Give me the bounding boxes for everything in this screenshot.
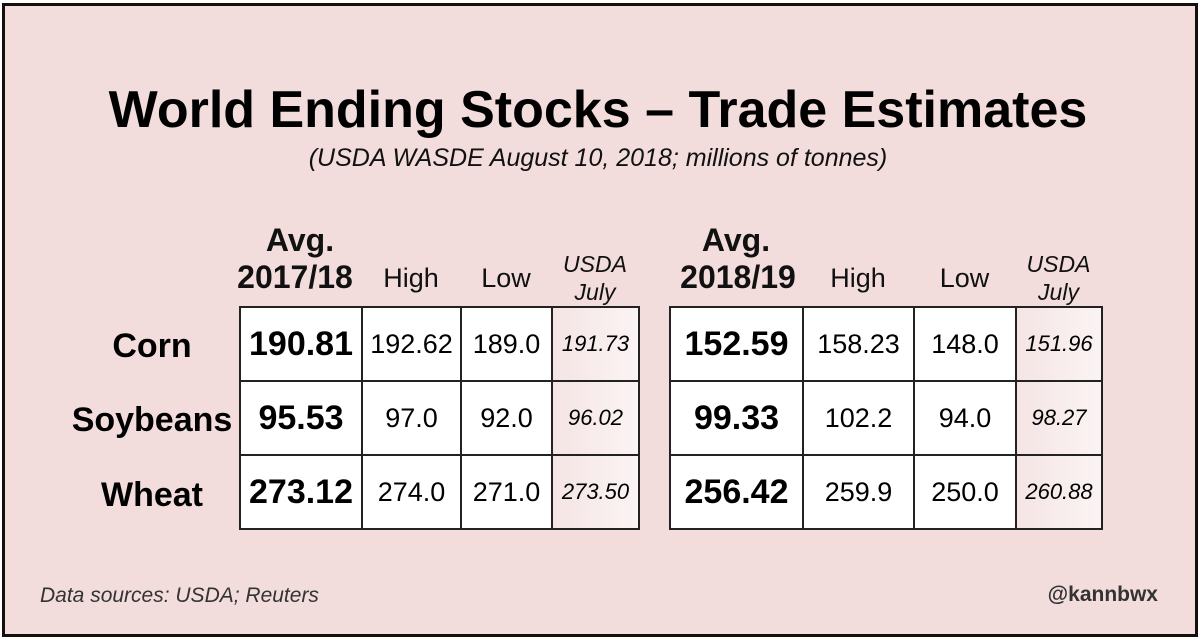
header-usda-july-2018-19: July xyxy=(1038,279,1079,305)
table-row: 190.81 192.62 189.0 191.73 xyxy=(239,306,640,382)
cell-corn-low-2018-19: 148.0 xyxy=(913,306,1017,382)
header-usda-2018-19: USDA xyxy=(1026,251,1091,277)
cell-corn-usda-2017-18: 191.73 xyxy=(551,306,640,382)
cell-soybeans-low-2017-18: 92.0 xyxy=(460,380,553,456)
cell-wheat-low-2018-19: 250.0 xyxy=(913,454,1017,530)
header-usda-2017-18: USDA xyxy=(563,251,627,277)
cell-wheat-high-2017-18: 274.0 xyxy=(361,454,462,530)
header-high-2017-18: High xyxy=(383,263,439,293)
row-label-wheat: Wheat xyxy=(101,476,203,514)
row-label-corn: Corn xyxy=(112,327,192,365)
chart-subtitle: (USDA WASDE August 10, 2018; millions of… xyxy=(308,144,888,172)
cell-wheat-avg-2017-18: 273.12 xyxy=(239,454,363,530)
cell-corn-low-2017-18: 189.0 xyxy=(460,306,553,382)
header-high-2018-19: High xyxy=(830,263,886,293)
cell-corn-high-2018-19: 158.23 xyxy=(802,306,915,382)
cell-wheat-usda-2018-19: 260.88 xyxy=(1015,454,1103,530)
cell-corn-avg-2018-19: 152.59 xyxy=(669,306,804,382)
row-label-soybeans: Soybeans xyxy=(71,401,233,439)
author-handle: @kannbwx xyxy=(1047,583,1158,606)
header-usda-july-2017-18: July xyxy=(574,279,616,305)
table-row: 273.12 274.0 271.0 273.50 xyxy=(239,454,640,530)
cell-soybeans-high-2017-18: 97.0 xyxy=(361,380,462,456)
header-low-2018-19: Low xyxy=(939,263,990,293)
data-source-note: Data sources: USDA; Reuters xyxy=(40,584,319,607)
cell-corn-avg-2017-18: 190.81 xyxy=(239,306,363,382)
cell-soybeans-high-2018-19: 102.2 xyxy=(802,380,915,456)
table-row: 99.33 102.2 94.0 98.27 xyxy=(669,380,1103,456)
table-row: 95.53 97.0 92.0 96.02 xyxy=(239,380,640,456)
header-avg-2018-19-label: Avg. xyxy=(701,222,771,258)
cell-wheat-high-2018-19: 259.9 xyxy=(802,454,915,530)
cell-soybeans-avg-2018-19: 99.33 xyxy=(669,380,804,456)
cell-soybeans-low-2018-19: 94.0 xyxy=(913,380,1017,456)
cell-wheat-avg-2018-19: 256.42 xyxy=(669,454,804,530)
header-low-2017-18: Low xyxy=(481,263,531,293)
cell-wheat-low-2017-18: 271.0 xyxy=(460,454,553,530)
cell-soybeans-usda-2018-19: 98.27 xyxy=(1015,380,1103,456)
cell-wheat-usda-2017-18: 273.50 xyxy=(551,454,640,530)
cell-corn-high-2017-18: 192.62 xyxy=(361,306,462,382)
header-season-2018-19: 2018/19 xyxy=(680,259,796,295)
table-2017-18: 190.81 192.62 189.0 191.73 95.53 97.0 92… xyxy=(239,306,640,530)
header-season-2017-18: 2017/18 xyxy=(237,259,353,295)
cell-soybeans-avg-2017-18: 95.53 xyxy=(239,380,363,456)
chart-title: World Ending Stocks – Trade Estimates xyxy=(108,81,1088,139)
table-2018-19: 152.59 158.23 148.0 151.96 99.33 102.2 9… xyxy=(669,306,1103,530)
table-row: 256.42 259.9 250.0 260.88 xyxy=(669,454,1103,530)
header-avg-2017-18-label: Avg. xyxy=(265,222,335,258)
cell-soybeans-usda-2017-18: 96.02 xyxy=(551,380,640,456)
cell-corn-usda-2018-19: 151.96 xyxy=(1015,306,1103,382)
table-row: 152.59 158.23 148.0 151.96 xyxy=(669,306,1103,382)
